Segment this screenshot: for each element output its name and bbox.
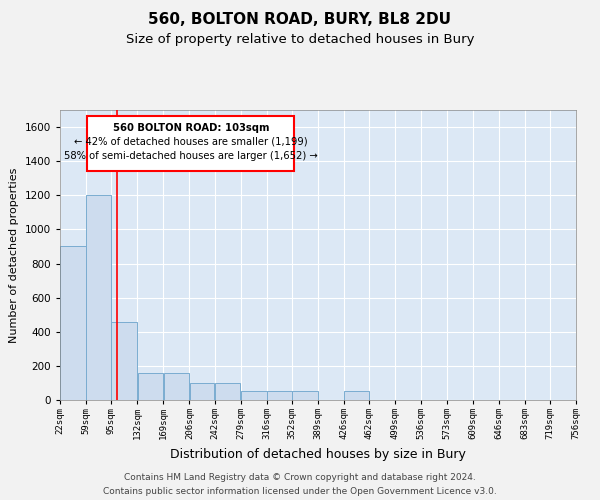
Bar xyxy=(137,372,163,400)
Text: Contains public sector information licensed under the Open Government Licence v3: Contains public sector information licen… xyxy=(103,486,497,496)
Bar xyxy=(267,392,292,400)
Text: Size of property relative to detached houses in Bury: Size of property relative to detached ho… xyxy=(126,32,474,46)
Bar xyxy=(60,246,86,400)
Bar xyxy=(292,392,318,400)
Text: 560 BOLTON ROAD: 103sqm: 560 BOLTON ROAD: 103sqm xyxy=(113,124,269,134)
Bar xyxy=(164,372,189,400)
Text: Contains HM Land Registry data © Crown copyright and database right 2024.: Contains HM Land Registry data © Crown c… xyxy=(124,473,476,482)
Bar xyxy=(86,196,111,400)
Bar xyxy=(88,116,294,170)
Bar xyxy=(112,322,137,400)
Text: 560, BOLTON ROAD, BURY, BL8 2DU: 560, BOLTON ROAD, BURY, BL8 2DU xyxy=(149,12,452,28)
Bar xyxy=(344,392,369,400)
Bar xyxy=(241,392,266,400)
Y-axis label: Number of detached properties: Number of detached properties xyxy=(9,168,19,342)
Text: ← 42% of detached houses are smaller (1,199): ← 42% of detached houses are smaller (1,… xyxy=(74,137,308,147)
Bar xyxy=(215,383,241,400)
Text: 58% of semi-detached houses are larger (1,652) →: 58% of semi-detached houses are larger (… xyxy=(64,150,317,160)
X-axis label: Distribution of detached houses by size in Bury: Distribution of detached houses by size … xyxy=(170,448,466,460)
Bar xyxy=(190,383,214,400)
